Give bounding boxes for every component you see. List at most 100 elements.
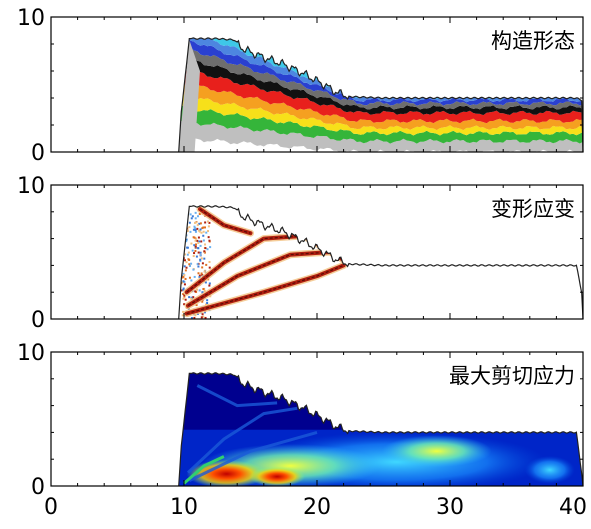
- strain-speck: [202, 315, 205, 318]
- strain-speck: [192, 255, 195, 258]
- strain-speck: [185, 266, 188, 269]
- strain-speck: [192, 228, 195, 231]
- strain-speck: [187, 251, 190, 254]
- strain-speck: [203, 270, 206, 273]
- strain-speck: [185, 214, 188, 217]
- strain-speck: [206, 299, 209, 302]
- strain-speck: [196, 288, 199, 291]
- x-tick-label: 20: [303, 495, 331, 520]
- strain-speck: [181, 223, 184, 226]
- y-tick-label: 0: [31, 141, 45, 166]
- y-tick-label: 0: [31, 475, 45, 500]
- strain-speck: [193, 236, 196, 239]
- panel-strain: 0 10 变形应变: [17, 174, 584, 333]
- strain-speck: [194, 230, 197, 233]
- strain-speck: [184, 277, 187, 280]
- panel-title: 构造形态: [491, 29, 575, 53]
- strain-band-core: [186, 264, 344, 315]
- strain-speck: [183, 295, 186, 298]
- strain-speck: [200, 257, 203, 260]
- strain-speck: [206, 302, 209, 305]
- strain-speck: [180, 231, 183, 234]
- strain-speck: [207, 236, 210, 239]
- strain-speck: [189, 213, 192, 216]
- strain-speck: [193, 275, 196, 278]
- strain-speck: [184, 215, 187, 218]
- strain-speck: [182, 310, 185, 313]
- strain-speck: [208, 284, 211, 287]
- strain-band-core: [199, 208, 251, 234]
- strain-speck: [193, 316, 196, 319]
- strain-speck: [196, 215, 199, 218]
- strain-speck: [194, 250, 197, 253]
- strain-speck: [207, 225, 210, 228]
- strain-speck: [201, 227, 204, 230]
- strain-speck: [199, 254, 202, 257]
- strain-speck: [202, 288, 205, 291]
- strain-speck: [183, 283, 186, 286]
- panel-title: 变形应变: [491, 197, 575, 221]
- strain-speck: [198, 274, 201, 277]
- strain-speck: [206, 248, 209, 251]
- strain-speck: [180, 289, 183, 292]
- strain-speck: [202, 239, 205, 242]
- strain-speck: [190, 279, 193, 282]
- y-tick-label: 10: [17, 6, 45, 31]
- strain-speck: [188, 296, 191, 299]
- strain-speck: [202, 234, 205, 237]
- strain-speck: [182, 297, 185, 300]
- strain-speck: [198, 240, 201, 243]
- strain-speck: [188, 263, 191, 266]
- strain-speck: [193, 252, 196, 255]
- strain-speck: [195, 237, 198, 240]
- strain-speck: [185, 261, 188, 264]
- strain-speck: [208, 282, 211, 285]
- backstop-wedge: [178, 39, 200, 152]
- strain-speck: [208, 239, 211, 242]
- strain-speck: [180, 246, 183, 249]
- strain-speck: [199, 222, 202, 225]
- strain-speck: [202, 230, 205, 233]
- strain-speck: [193, 221, 196, 224]
- stress-hot: [186, 459, 267, 486]
- strain-speck: [185, 240, 188, 243]
- strain-speck: [183, 303, 186, 306]
- strain-speck: [192, 296, 195, 299]
- strain-speck: [199, 258, 202, 261]
- strain-speck: [197, 251, 200, 254]
- panel-title: 最大剪切应力: [449, 364, 575, 388]
- strain-speck: [181, 314, 184, 317]
- strain-speck: [200, 316, 203, 319]
- strain-speck: [192, 268, 195, 271]
- strain-speck: [181, 276, 184, 279]
- stress-fault: [183, 455, 225, 485]
- strain-speck: [194, 314, 197, 317]
- stress-hot: [249, 466, 306, 486]
- strain-speck: [204, 281, 207, 284]
- y-tick-label: 10: [17, 341, 45, 366]
- strain-speck: [194, 290, 197, 293]
- strain-speck: [201, 291, 204, 294]
- strain-speck: [198, 222, 201, 225]
- strain-speck: [201, 313, 204, 316]
- strain-speck: [184, 253, 187, 256]
- strain-speck: [182, 222, 185, 225]
- layer-band: [178, 37, 583, 106]
- strain-speck: [188, 276, 191, 279]
- strain-speck: [183, 274, 186, 277]
- surface-line: [178, 205, 584, 320]
- strain-speck: [193, 225, 196, 228]
- strain-speck: [194, 245, 197, 248]
- strain-speck: [199, 251, 202, 254]
- strain-speck: [180, 232, 183, 235]
- strain-speck: [194, 239, 197, 242]
- strain-speck: [195, 304, 198, 307]
- layer-band: [178, 93, 583, 136]
- surface-line: [178, 37, 584, 153]
- strain-speck: [196, 227, 199, 230]
- strain-speck: [205, 263, 208, 266]
- strain-speck: [204, 316, 207, 319]
- strain-speck: [190, 217, 193, 220]
- strain-speck: [182, 287, 185, 290]
